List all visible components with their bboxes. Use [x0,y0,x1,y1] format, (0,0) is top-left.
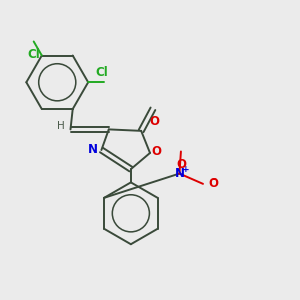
Text: Cl: Cl [27,48,40,61]
Text: N: N [88,142,98,156]
Text: O: O [152,145,161,158]
Text: O: O [208,177,218,190]
Text: O: O [149,115,159,128]
Text: H: H [58,122,65,131]
Text: N: N [174,167,184,180]
Text: -: - [212,173,217,186]
Text: Cl: Cl [96,66,108,79]
Text: +: + [182,165,190,174]
Text: O: O [176,158,186,171]
